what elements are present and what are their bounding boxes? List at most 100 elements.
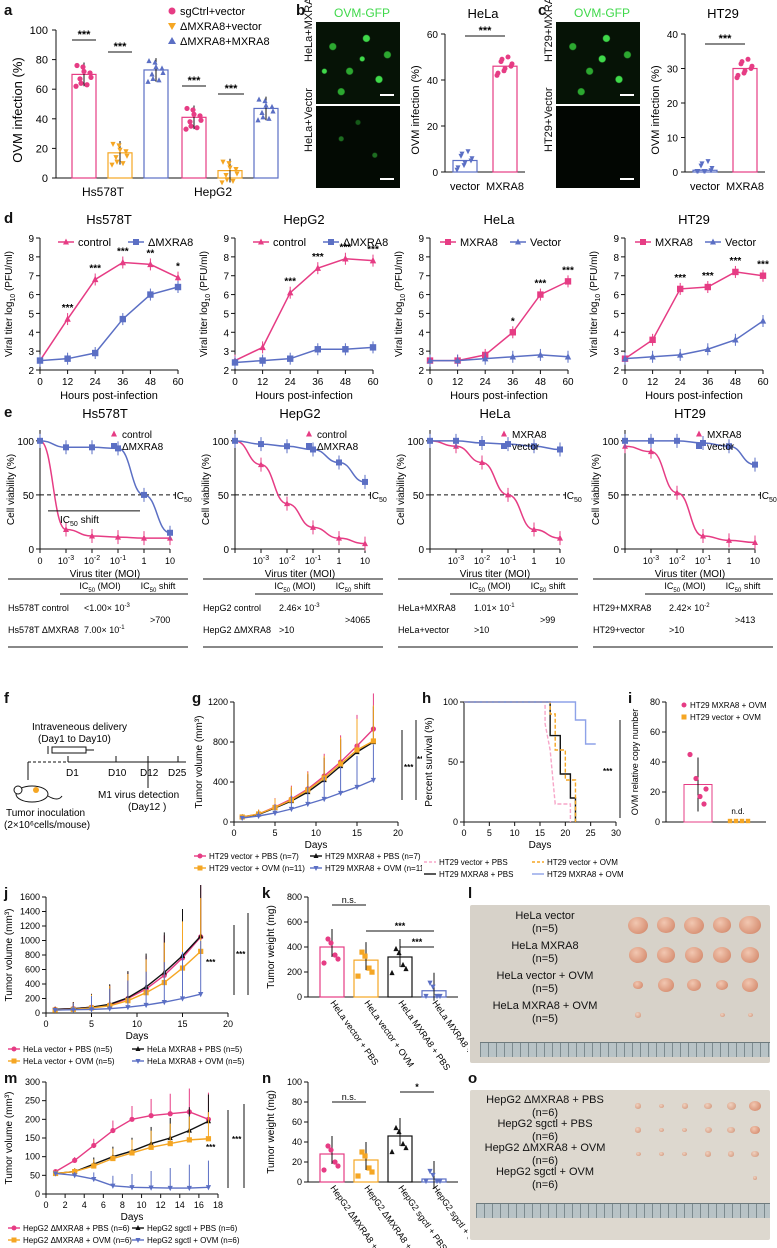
data-point	[255, 117, 261, 123]
y-tick-label: 0	[613, 545, 619, 556]
tumor-specimen	[635, 1151, 641, 1157]
data-point	[226, 161, 232, 167]
y-tick-label: 800	[287, 892, 302, 902]
data-point	[403, 1144, 409, 1151]
data-point	[745, 818, 751, 824]
data-point	[110, 1127, 116, 1134]
panel-letter-c: c	[538, 2, 547, 19]
y-tick-label: 20	[667, 99, 679, 110]
x-tick-label: 30	[611, 828, 621, 838]
x-tick-label: 5	[89, 1019, 94, 1029]
y-tick-label: 3	[613, 347, 619, 358]
y-axis-label: Tumor volume (mm³)	[4, 909, 15, 1002]
data-point	[355, 973, 361, 979]
table-shift-value: >4065	[345, 615, 370, 625]
data-point	[234, 171, 240, 177]
table-header: IC50 shift	[336, 581, 371, 594]
x-tick-label: 12	[156, 1200, 166, 1210]
data-point	[259, 343, 266, 351]
legend-label: HT29 MXRA8 + OVM	[690, 701, 767, 710]
row-n: (n=6)	[532, 1107, 558, 1119]
legend-label: HT29 vector + OVM	[547, 858, 618, 867]
legend-label: HT29 vector + PBS (n=7)	[209, 852, 299, 861]
data-point	[191, 111, 197, 117]
y-tick-label: 400	[213, 777, 228, 787]
data-point	[63, 526, 69, 533]
legend-label: control	[122, 430, 152, 441]
y-axis-label: Viral titer log10 (PFU/ml)	[394, 251, 407, 357]
legend-marker-pink	[168, 7, 176, 15]
panel-letter-n: n	[262, 1070, 272, 1087]
legend-label: ΔMXRA8	[148, 237, 193, 249]
x-tick-label: 1	[531, 556, 536, 566]
y-axis-label: Viral titer log10 (PFU/ml)	[199, 251, 212, 357]
data-point	[752, 461, 758, 468]
chart-title: HT29	[674, 406, 706, 421]
panel-a-group-hepg2: HepG2	[194, 185, 232, 199]
x-tick-label: 36	[312, 377, 324, 388]
data-point	[366, 1165, 372, 1171]
legend-label: HeLa MXRA8 + PBS (n=5)	[147, 1045, 242, 1054]
y-axis-label: Cell viability (%)	[6, 454, 17, 525]
x-axis-label: Days	[126, 1031, 149, 1042]
data-point	[111, 443, 117, 449]
sig-a3: ***	[188, 75, 202, 87]
data-point	[129, 1116, 135, 1122]
data-point	[272, 810, 278, 817]
y-tick-label: 2	[418, 366, 424, 377]
unit: (PFU/ml)	[4, 251, 15, 294]
y-tick-label: 30	[667, 65, 679, 76]
y-axis-label: Cell viability (%)	[396, 454, 407, 525]
subscript: 50	[540, 588, 547, 594]
data-point	[696, 430, 702, 437]
y-tick-label: 4	[613, 328, 619, 339]
y-tick-label: 3	[28, 347, 34, 358]
data-point	[479, 439, 485, 446]
data-point	[342, 346, 349, 353]
data-point	[197, 853, 203, 859]
legend-label: ΔMXRA8	[343, 237, 388, 249]
data-point	[119, 258, 126, 266]
panel-letter-i: i	[628, 690, 633, 707]
x-tick-label: 10-3	[643, 555, 659, 566]
tumor-specimen	[739, 915, 761, 935]
row-name: HeLa MXRA8 + OVM	[492, 1000, 598, 1012]
panel-b-gfp-label: OVM-GFP	[334, 6, 390, 20]
data-point	[396, 1128, 402, 1135]
y-tick-label: 0	[432, 168, 438, 179]
significance: ***	[236, 950, 246, 959]
data-point	[502, 66, 508, 71]
sig-c: ***	[719, 33, 733, 45]
significance: ***	[395, 921, 406, 931]
data-point	[288, 806, 294, 813]
significance: ***	[674, 273, 686, 284]
data-point	[325, 1143, 331, 1149]
subscript: 10	[595, 294, 602, 302]
table-row-name: HepG2 control	[203, 603, 261, 613]
panel-f-detect: M1 virus detection	[98, 790, 179, 801]
y-tick-label: 1600	[20, 892, 40, 902]
data-point	[321, 1167, 327, 1173]
data-point	[739, 59, 745, 65]
data-point	[453, 437, 459, 444]
data-point	[677, 285, 684, 293]
x-tick-label: 10-1	[695, 555, 711, 566]
shift-word: shift	[78, 515, 99, 526]
x-tick-label: 5	[272, 828, 277, 838]
table-ic50-value: 2.42× 10-2	[669, 603, 710, 613]
data-point	[258, 441, 264, 448]
y-tick-label: 0	[223, 817, 228, 827]
data-point	[702, 169, 708, 174]
significance: ***	[284, 277, 296, 288]
x-tick-label: 4	[82, 1200, 87, 1210]
data-point	[310, 523, 316, 530]
data-point	[219, 180, 225, 186]
table-header: IC50 shift	[141, 581, 176, 594]
tumor-specimen	[684, 916, 704, 934]
x-tick-label: 10-1	[500, 555, 516, 566]
subscript: 50	[379, 497, 387, 504]
x-tick-label: 48	[730, 377, 742, 388]
data-point	[141, 491, 147, 498]
data-point	[284, 443, 290, 450]
panel-c-micrograph-top	[556, 22, 640, 104]
